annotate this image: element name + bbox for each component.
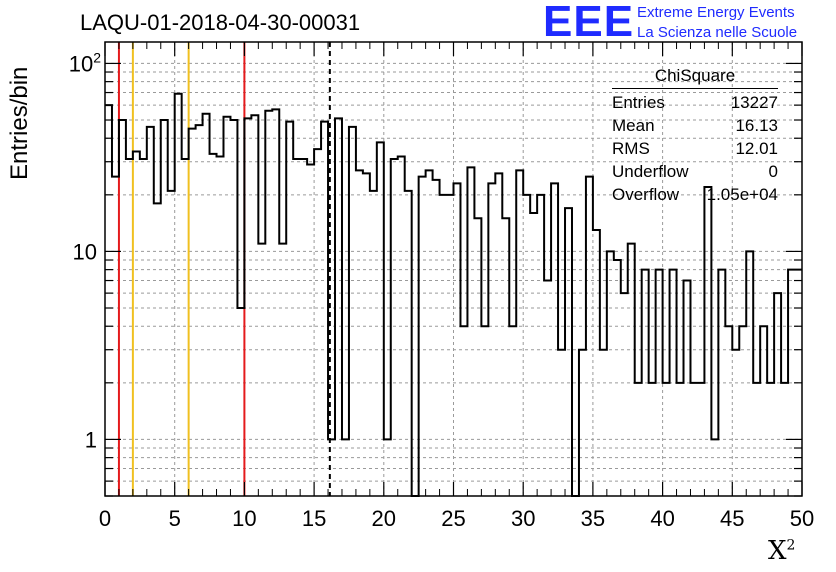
x-tick-label: 40 bbox=[650, 506, 674, 531]
y-tick-label: 10 bbox=[73, 239, 97, 264]
x-tick-label: 50 bbox=[790, 506, 814, 531]
x-tick-label: 0 bbox=[99, 506, 111, 531]
x-tick-label: 20 bbox=[372, 506, 396, 531]
y-axis-label: Entries/bin bbox=[6, 66, 33, 180]
stats-box: ChiSquare Entries 13227 Mean 16.13 RMS 12.0… bbox=[612, 66, 778, 206]
marker-lines bbox=[117, 42, 331, 496]
logo-line-1: Extreme Energy Events bbox=[637, 4, 795, 21]
x-axis-label: X2 bbox=[768, 536, 796, 566]
stats-title: ChiSquare bbox=[612, 66, 778, 89]
stats-row-underflow: Underflow 0 bbox=[612, 162, 778, 181]
chart-title: LAQU-01-2018-04-30-00031 bbox=[80, 10, 361, 35]
x-tick-label: 25 bbox=[441, 506, 465, 531]
x-tick-label: 5 bbox=[169, 506, 181, 531]
x-tick-label: 30 bbox=[511, 506, 535, 531]
x-tick-label: 15 bbox=[302, 506, 326, 531]
axis-ticks: 0 5 10 15 20 25 30 35 40 45 50 1 10 102 bbox=[69, 42, 814, 531]
stats-row-entries: Entries 13227 bbox=[612, 93, 778, 112]
stats-row-overflow: Overflow 1.05e+04 bbox=[612, 185, 778, 204]
x-tick-label: 35 bbox=[581, 506, 605, 531]
eee-logo: EEE bbox=[543, 0, 635, 46]
logo-line-2: La Scienza nelle Scuole bbox=[637, 24, 798, 41]
y-tick-label: 1 bbox=[85, 427, 97, 452]
y-tick-label: 102 bbox=[69, 49, 101, 76]
histogram-step-line bbox=[105, 92, 802, 497]
stats-row-rms: RMS 12.01 bbox=[612, 139, 778, 158]
x-tick-label: 10 bbox=[232, 506, 256, 531]
x-tick-label: 45 bbox=[720, 506, 744, 531]
stats-row-mean: Mean 16.13 bbox=[612, 116, 778, 135]
